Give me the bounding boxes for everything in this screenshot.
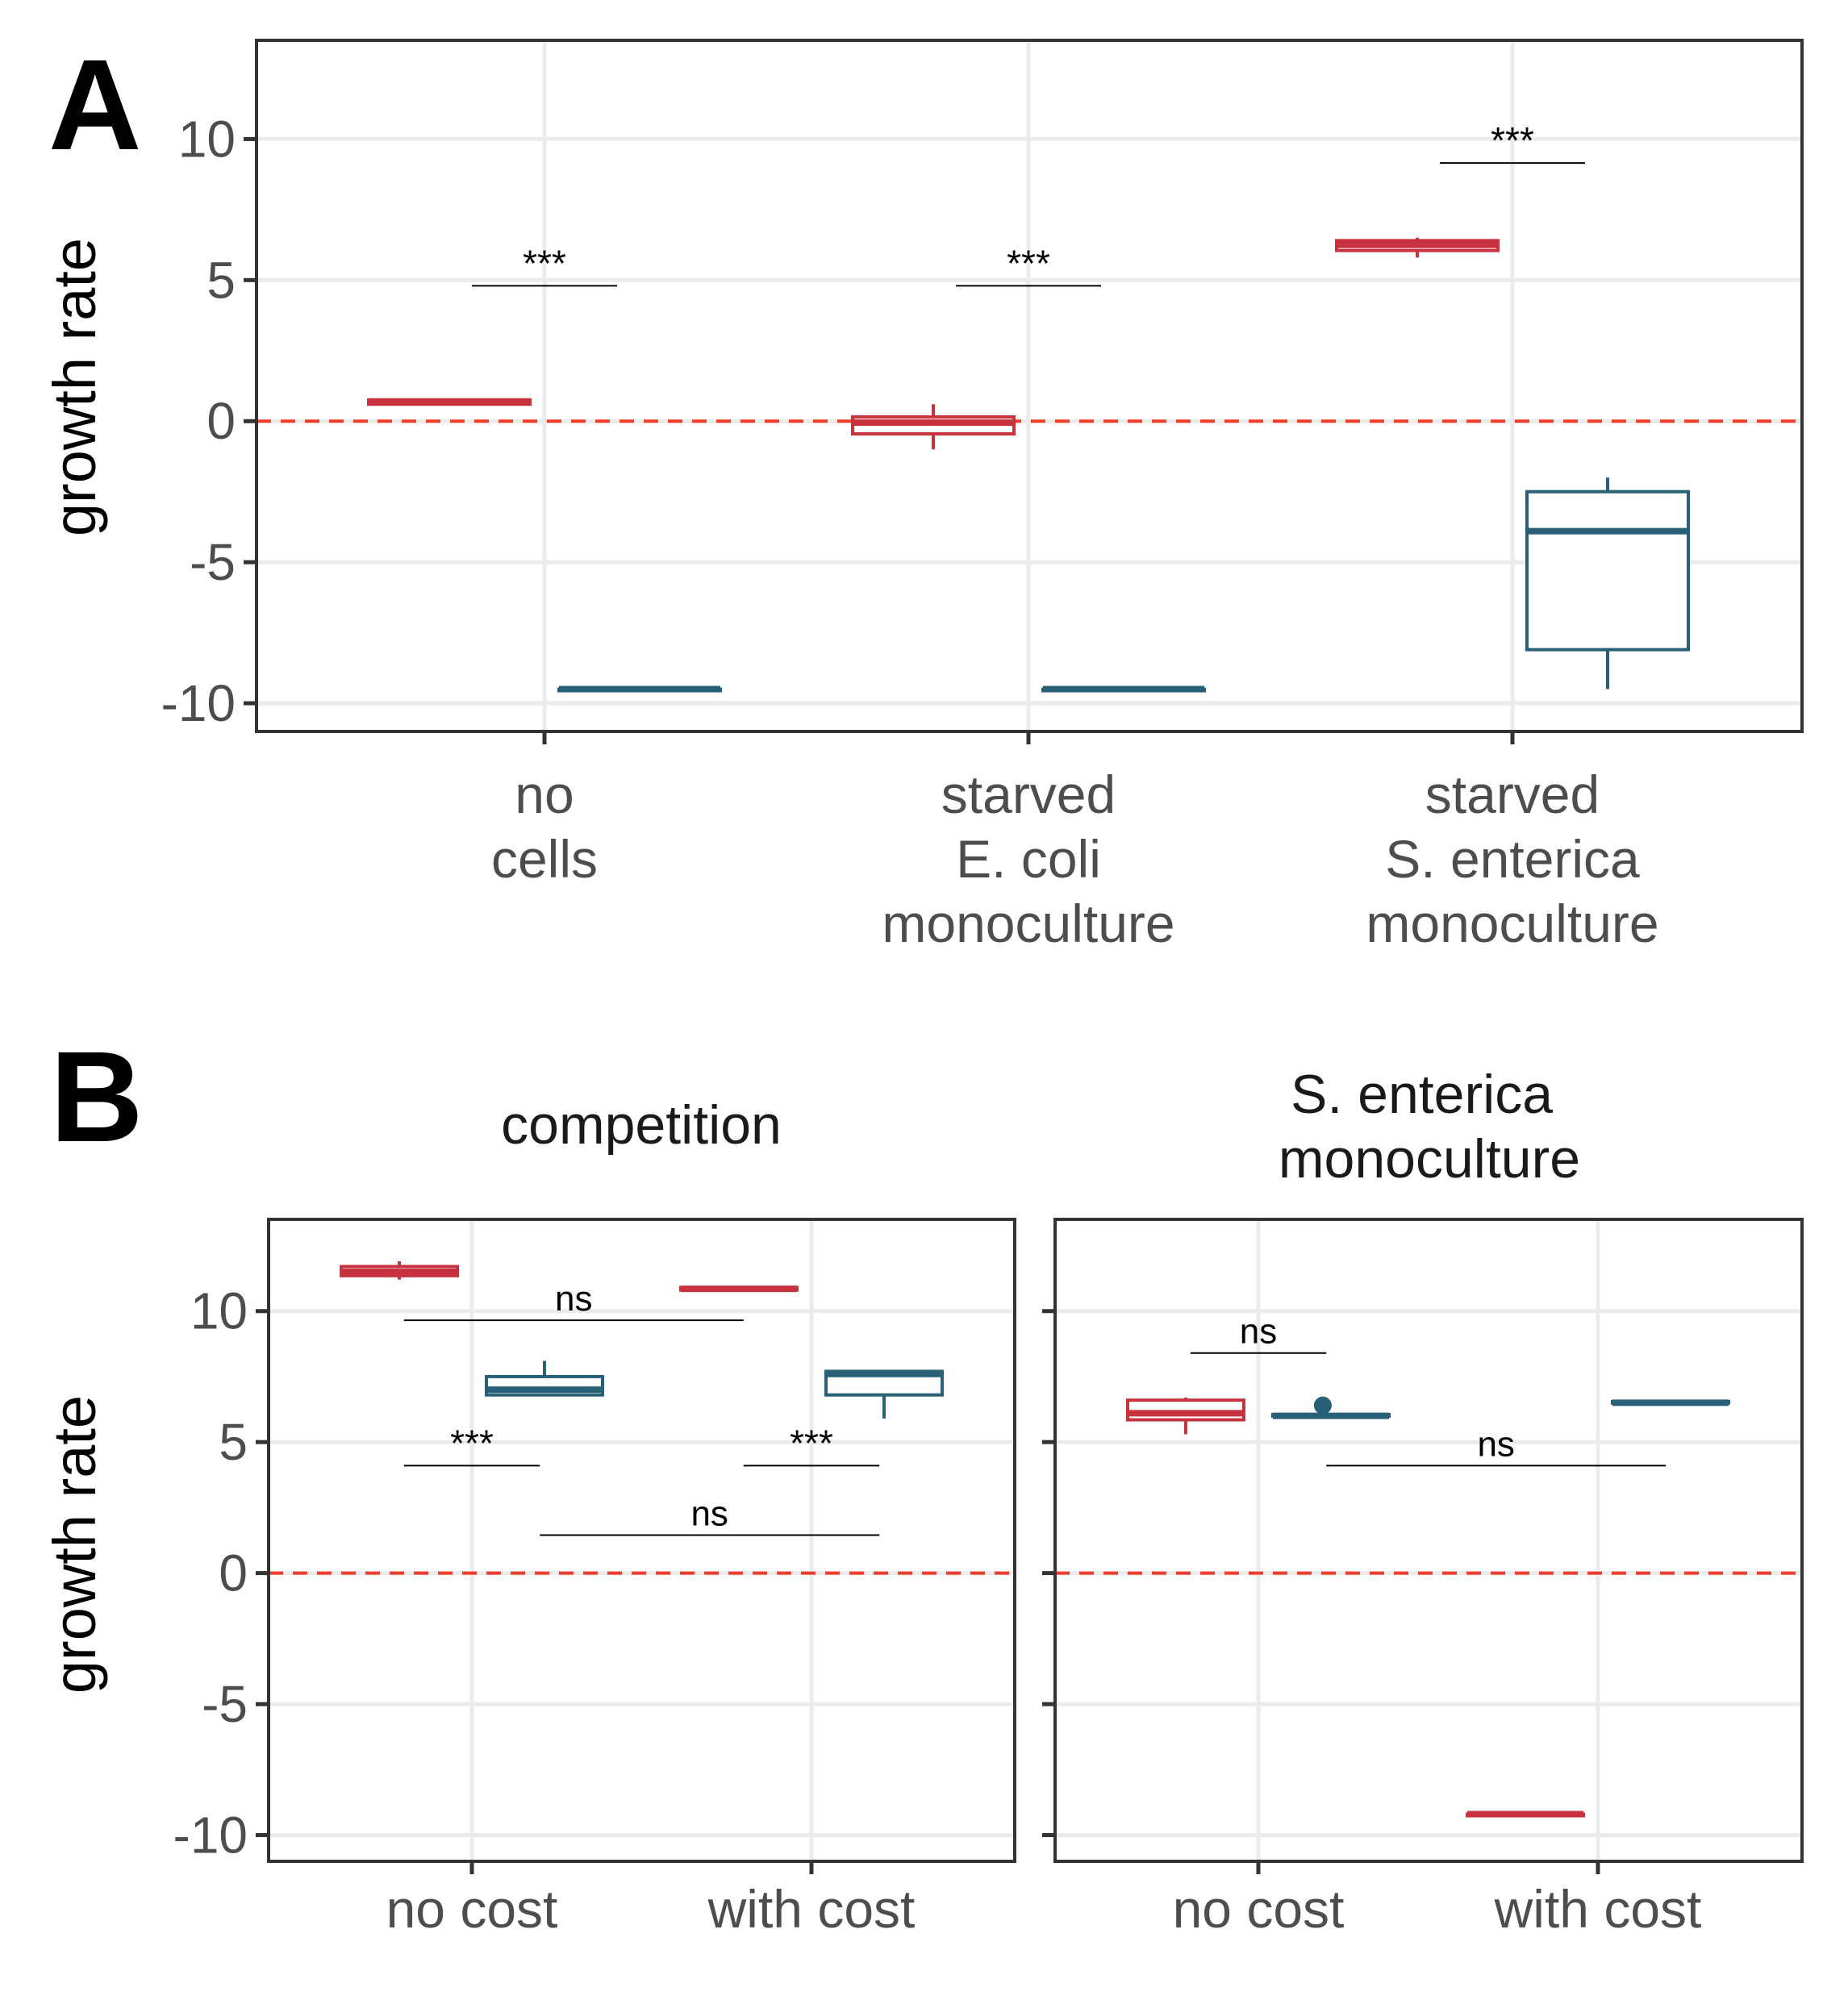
box-blue-1 <box>1611 1399 1730 1406</box>
box-body <box>1525 490 1690 652</box>
box-blue-2 <box>1525 477 1690 690</box>
x-tick-label-line: monoculture <box>1366 894 1658 953</box>
x-tick-label-line: with cost <box>1494 1879 1702 1939</box>
y-tick-label: 10 <box>190 1282 248 1340</box>
x-tick-label-line: no cost <box>1173 1879 1345 1939</box>
x-tick-label-line: monoculture <box>882 894 1174 953</box>
panel-label-b: B <box>50 1024 144 1169</box>
y-tick-label: 5 <box>219 1413 248 1471</box>
y-tick-label: 0 <box>219 1544 248 1602</box>
y-tick-label: -10 <box>173 1806 248 1865</box>
x-tick-label: with cost <box>1494 1879 1702 1939</box>
box-red-0 <box>1126 1397 1245 1435</box>
significance-label: *** <box>1491 119 1534 161</box>
box-red-1 <box>851 404 1016 450</box>
significance-label: *** <box>450 1422 494 1464</box>
y-tick-label: -10 <box>161 674 236 732</box>
plot-frame <box>267 1218 1016 1863</box>
significance-label: ns <box>1240 1312 1277 1352</box>
x-tick-label-line: E. coli <box>956 829 1101 889</box>
panel-label-a: A <box>48 32 142 177</box>
y-tick-label: 5 <box>206 251 236 309</box>
box-blue-1 <box>1041 685 1206 693</box>
box-red-0 <box>367 398 532 406</box>
box-red-1 <box>1466 1811 1585 1818</box>
x-tick-label-line: starved <box>941 765 1116 824</box>
y-tick-label: 10 <box>178 110 236 168</box>
y-axis-title-b: growth rate <box>41 1395 108 1694</box>
significance-label: *** <box>523 242 566 284</box>
y-tick-label: -5 <box>202 1675 248 1733</box>
x-tick-label: no cells <box>491 765 598 889</box>
facet-title-monoculture-line-2: monoculture <box>1279 1128 1580 1190</box>
significance-label: ns <box>1477 1424 1514 1464</box>
significance-label: *** <box>790 1422 833 1464</box>
x-tick-label: starved S. enterica monoculture <box>1366 765 1658 953</box>
panel-b-competition-plot: ns *** *** ns 10 5 0 -5 -10 no cost with cost <box>173 1218 1016 1939</box>
x-tick-label-line: no <box>515 765 574 824</box>
y-tick-label: 0 <box>206 392 236 450</box>
facet-title-monoculture: S. enterica monoculture <box>1279 1064 1580 1190</box>
y-axis-title-a: growth rate <box>41 238 108 536</box>
box-red-1 <box>679 1286 799 1293</box>
box-body <box>1126 1398 1245 1422</box>
x-tick-label: no cost <box>386 1879 558 1939</box>
x-tick-label: no cost <box>1173 1879 1345 1939</box>
x-tick-label-line: starved <box>1425 765 1600 824</box>
x-tick-label-line: with cost <box>707 1879 916 1939</box>
significance-label: ns <box>690 1494 728 1534</box>
plot-frame <box>1053 1218 1804 1863</box>
box-blue-0 <box>1271 1396 1391 1419</box>
y-tick-label: -5 <box>190 533 236 591</box>
box-blue-0 <box>485 1361 604 1397</box>
x-tick-label-line: S. enterica <box>1385 829 1640 889</box>
box-blue-1 <box>824 1369 944 1419</box>
box-red-0 <box>340 1261 459 1280</box>
facet-title-competition-line: competition <box>501 1094 782 1156</box>
x-tick-label: with cost <box>707 1879 916 1939</box>
box-outlier <box>1313 1396 1332 1415</box>
box-red-2 <box>1335 237 1500 258</box>
x-tick-label-line: no cost <box>386 1879 558 1939</box>
significance-label: *** <box>1007 242 1050 284</box>
panel-b-monoculture-plot: ns ns no cost with cost <box>1042 1218 1804 1939</box>
facet-title-monoculture-line-1: S. enterica <box>1291 1064 1553 1125</box>
facet-title-competition: competition <box>501 1094 782 1156</box>
box-blue-0 <box>557 685 722 693</box>
x-tick-label: starved E. coli monoculture <box>882 765 1174 953</box>
significance-label: ns <box>555 1279 592 1319</box>
x-tick-label-line: cells <box>491 829 598 889</box>
